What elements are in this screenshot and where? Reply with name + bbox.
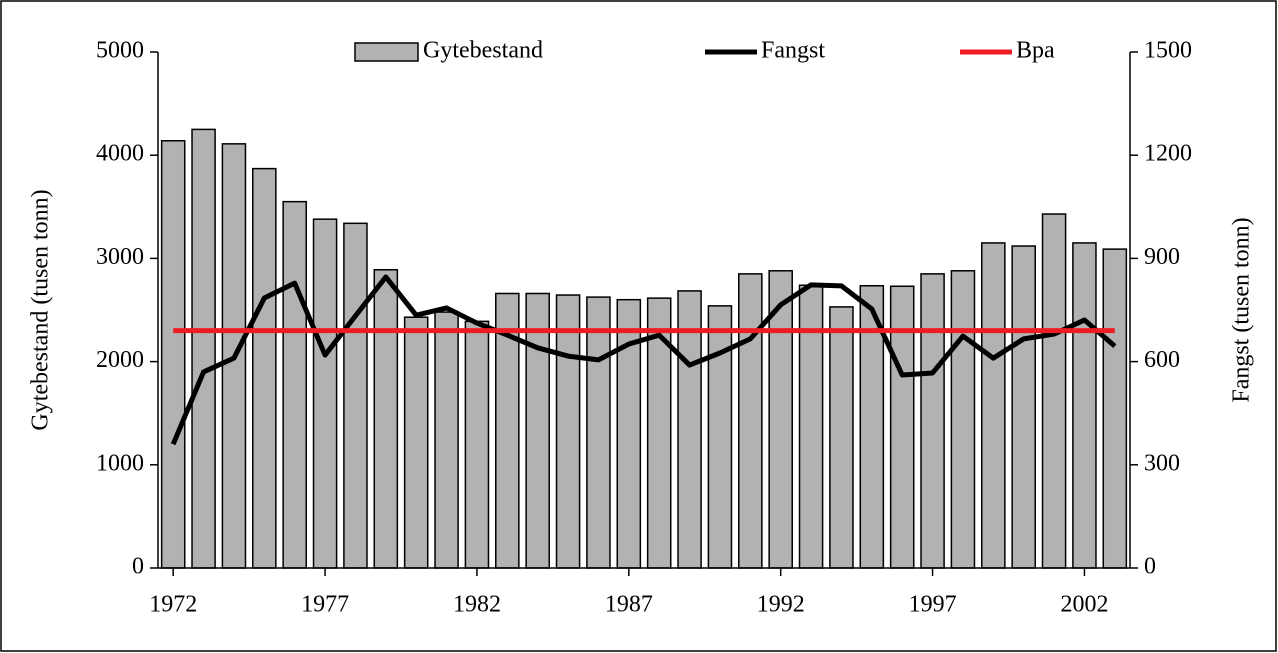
y2-tick-label: 1200 [1144, 141, 1192, 167]
bar [1011, 245, 1036, 569]
y-tick-label: 4000 [96, 141, 144, 167]
y2-axis-title: Fangst (tusen tonn) [1229, 217, 1255, 402]
legend-label: Fangst [761, 38, 825, 64]
bar [252, 167, 277, 569]
bar [403, 316, 429, 569]
bar [920, 273, 945, 569]
y-tick-label: 1000 [96, 450, 144, 476]
bar [434, 311, 459, 569]
bar [555, 294, 581, 569]
x-tick-label: 1997 [909, 592, 957, 618]
y2-tick-label: 1500 [1144, 38, 1192, 64]
y2-tick-label: 0 [1144, 554, 1156, 580]
bar [798, 284, 824, 569]
x-tick-label: 1972 [149, 592, 197, 618]
bar [373, 269, 399, 569]
bar [950, 270, 976, 569]
bar [829, 306, 854, 569]
bar [525, 292, 550, 569]
y2-tick-label: 900 [1144, 244, 1180, 270]
y-axis-title: Gytebestand (tusen tonn) [28, 189, 54, 430]
legend-label: Bpa [1016, 38, 1055, 64]
y-tick-label: 2000 [96, 347, 144, 373]
bar [586, 296, 611, 569]
legend-label: Gytebestand [423, 38, 543, 64]
y2-tick-label: 600 [1144, 347, 1180, 373]
bar [1072, 242, 1097, 569]
bar [343, 222, 368, 569]
x-tick-label: 1982 [453, 592, 501, 618]
bar [160, 140, 186, 569]
x-tick-label: 1992 [757, 592, 805, 618]
y-tick-label: 3000 [96, 244, 144, 270]
bar [707, 305, 733, 569]
x-tick-label: 1987 [605, 592, 653, 618]
bar [464, 320, 490, 569]
bar [312, 218, 338, 569]
bar [191, 128, 216, 569]
bar [1102, 248, 1128, 569]
bar [282, 200, 307, 569]
y-tick-label: 0 [132, 554, 144, 580]
y2-tick-label: 300 [1144, 450, 1180, 476]
bar [1041, 213, 1067, 569]
y-tick-label: 5000 [96, 38, 144, 64]
x-tick-label: 2002 [1060, 592, 1108, 618]
x-tick-label: 1977 [301, 592, 349, 618]
legend-swatch [354, 42, 419, 62]
line-series [170, 274, 1117, 446]
bar [981, 242, 1006, 569]
bar [738, 273, 763, 569]
